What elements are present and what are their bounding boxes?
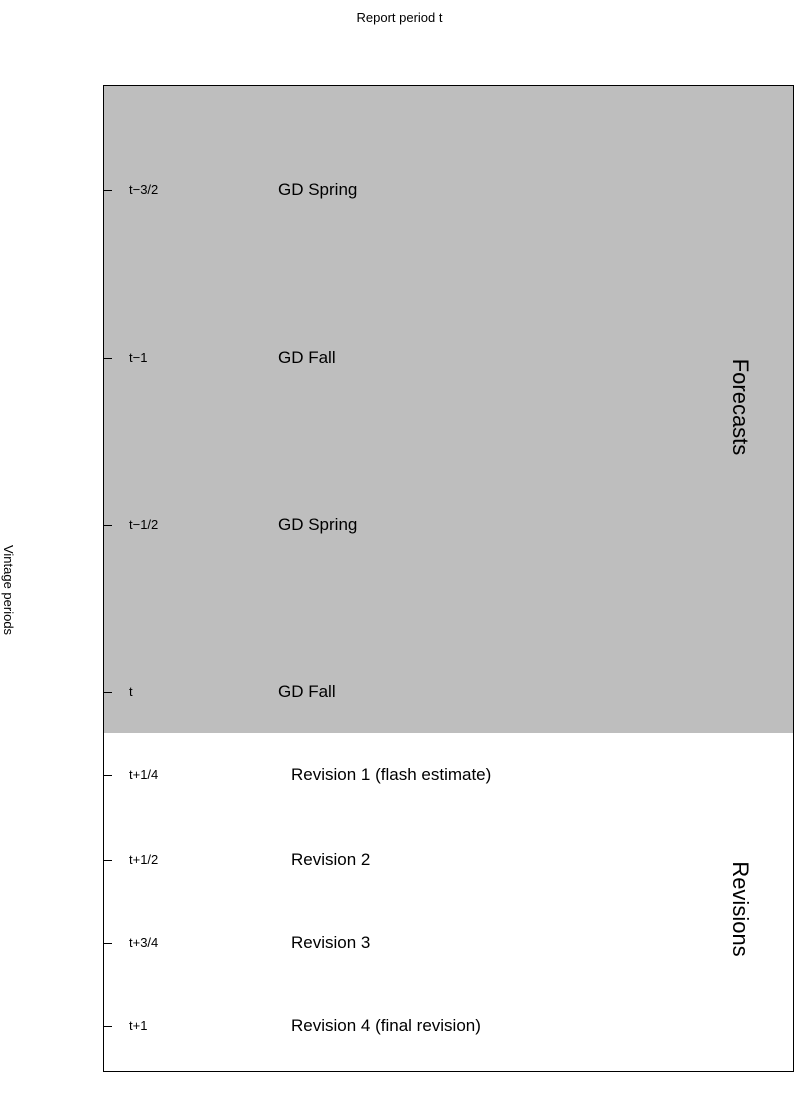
vintage-description: Revision 3: [291, 933, 371, 952]
vintage-description: GD Fall: [278, 682, 336, 701]
vintage-period: t+1/2: [129, 852, 159, 867]
vintage-description: GD Fall: [278, 348, 336, 367]
diagram-frame: t−3/2 GD Spring t−1 GD Fall t−1/2 GD Spr…: [103, 85, 794, 1072]
vintage-description: GD Spring: [278, 180, 358, 199]
vintage-description: GD Spring: [278, 515, 358, 534]
diagram-title: Report period t: [356, 10, 443, 25]
vintage-description: Revision 4 (final revision): [291, 1016, 481, 1035]
axis-tick: [104, 525, 112, 526]
vintage-description: Revision 1 (flash estimate): [291, 765, 492, 784]
axis-tick: [104, 860, 112, 861]
vintage-description: Revision 2: [291, 850, 371, 869]
forecasts-group-label-text: Forecasts: [728, 358, 753, 456]
vintage-period: t−1/2: [129, 517, 159, 532]
vertical-axis-label-text: Vintage periods: [1, 544, 16, 636]
axis-tick: [104, 692, 112, 693]
vintage-period: t−1: [129, 350, 148, 365]
axis-tick: [104, 943, 112, 944]
axis-tick: [104, 1026, 112, 1027]
axis-tick: [104, 190, 112, 191]
vintage-period: t+1/4: [129, 767, 159, 782]
vintage-period: t+1: [129, 1018, 148, 1033]
revisions-group-label-text: Revisions: [728, 861, 753, 957]
vintage-period: t−3/2: [129, 182, 159, 197]
vintage-period: t: [129, 684, 133, 699]
vintage-period: t+3/4: [129, 935, 159, 950]
forecasts-region: [104, 86, 793, 733]
axis-tick: [104, 775, 112, 776]
axis-tick: [104, 358, 112, 359]
